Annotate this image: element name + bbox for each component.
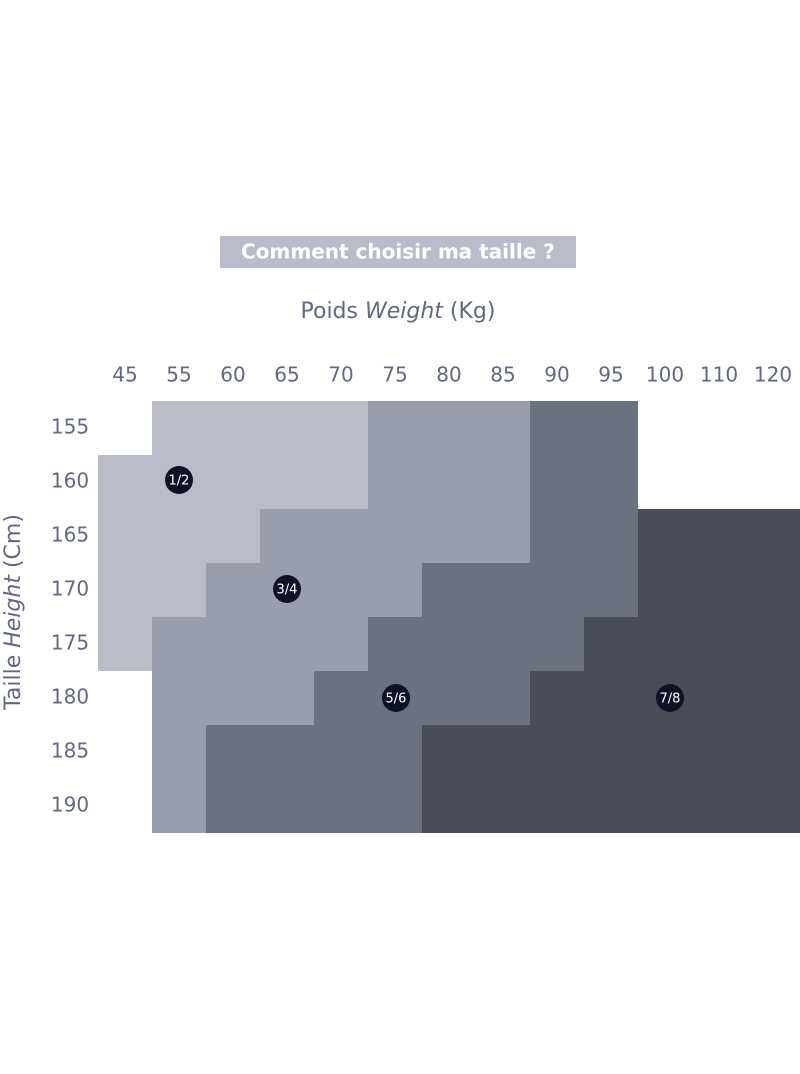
y-tick-label: 170 — [51, 577, 89, 601]
x-tick-label: 55 — [166, 363, 191, 387]
size-label: 1/2 — [169, 474, 190, 489]
x-tick-label: 75 — [382, 363, 407, 387]
y-axis-label: Taille Height (Cm) — [1, 514, 26, 711]
y-label-part: (Cm) — [1, 514, 26, 568]
title-box — [220, 236, 576, 268]
size-badge — [656, 684, 684, 712]
y-tick-label: 155 — [51, 415, 89, 439]
y-tick-label: 180 — [51, 685, 89, 709]
size-label: 5/6 — [386, 692, 407, 707]
y-tick-label: 190 — [51, 793, 89, 817]
x-tick-label: 80 — [436, 363, 461, 387]
title: Comment choisir ma taille ? — [241, 240, 555, 264]
x-tick-label: 65 — [274, 363, 299, 387]
size-label: 3/4 — [277, 583, 298, 598]
region-3-4 — [152, 401, 530, 833]
y-tick-label: 175 — [51, 631, 89, 655]
y-tick-label: 185 — [51, 739, 89, 763]
region-5-6 — [206, 401, 638, 833]
x-tick-label: 110 — [700, 363, 738, 387]
x-label-part: (Kg) — [450, 299, 496, 324]
x-tick-label: 95 — [598, 363, 623, 387]
x-label-part: Poids — [301, 299, 358, 324]
region-7-8 — [422, 509, 800, 833]
x-axis-label: Poids Weight (Kg) — [301, 299, 496, 324]
region-1-2 — [98, 401, 368, 671]
y-tick-label: 165 — [51, 523, 89, 547]
y-label-part: Height — [1, 574, 26, 648]
size-badge — [273, 575, 301, 603]
y-tick-label: 160 — [51, 469, 89, 493]
x-tick-label: 45 — [112, 363, 137, 387]
x-tick-label: 100 — [646, 363, 684, 387]
x-tick-label: 120 — [754, 363, 792, 387]
size-badge — [165, 466, 193, 494]
x-tick-label: 85 — [490, 363, 515, 387]
x-tick-label: 70 — [328, 363, 353, 387]
y-label-part: Taille — [1, 655, 26, 711]
size-label: 7/8 — [660, 692, 681, 707]
x-label-part: Weight — [365, 299, 444, 324]
size-badge — [382, 684, 410, 712]
x-tick-label: 60 — [220, 363, 245, 387]
x-tick-label: 90 — [544, 363, 569, 387]
